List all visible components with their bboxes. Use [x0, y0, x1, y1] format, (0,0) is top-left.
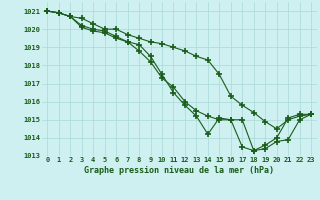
X-axis label: Graphe pression niveau de la mer (hPa): Graphe pression niveau de la mer (hPa)	[84, 166, 274, 175]
